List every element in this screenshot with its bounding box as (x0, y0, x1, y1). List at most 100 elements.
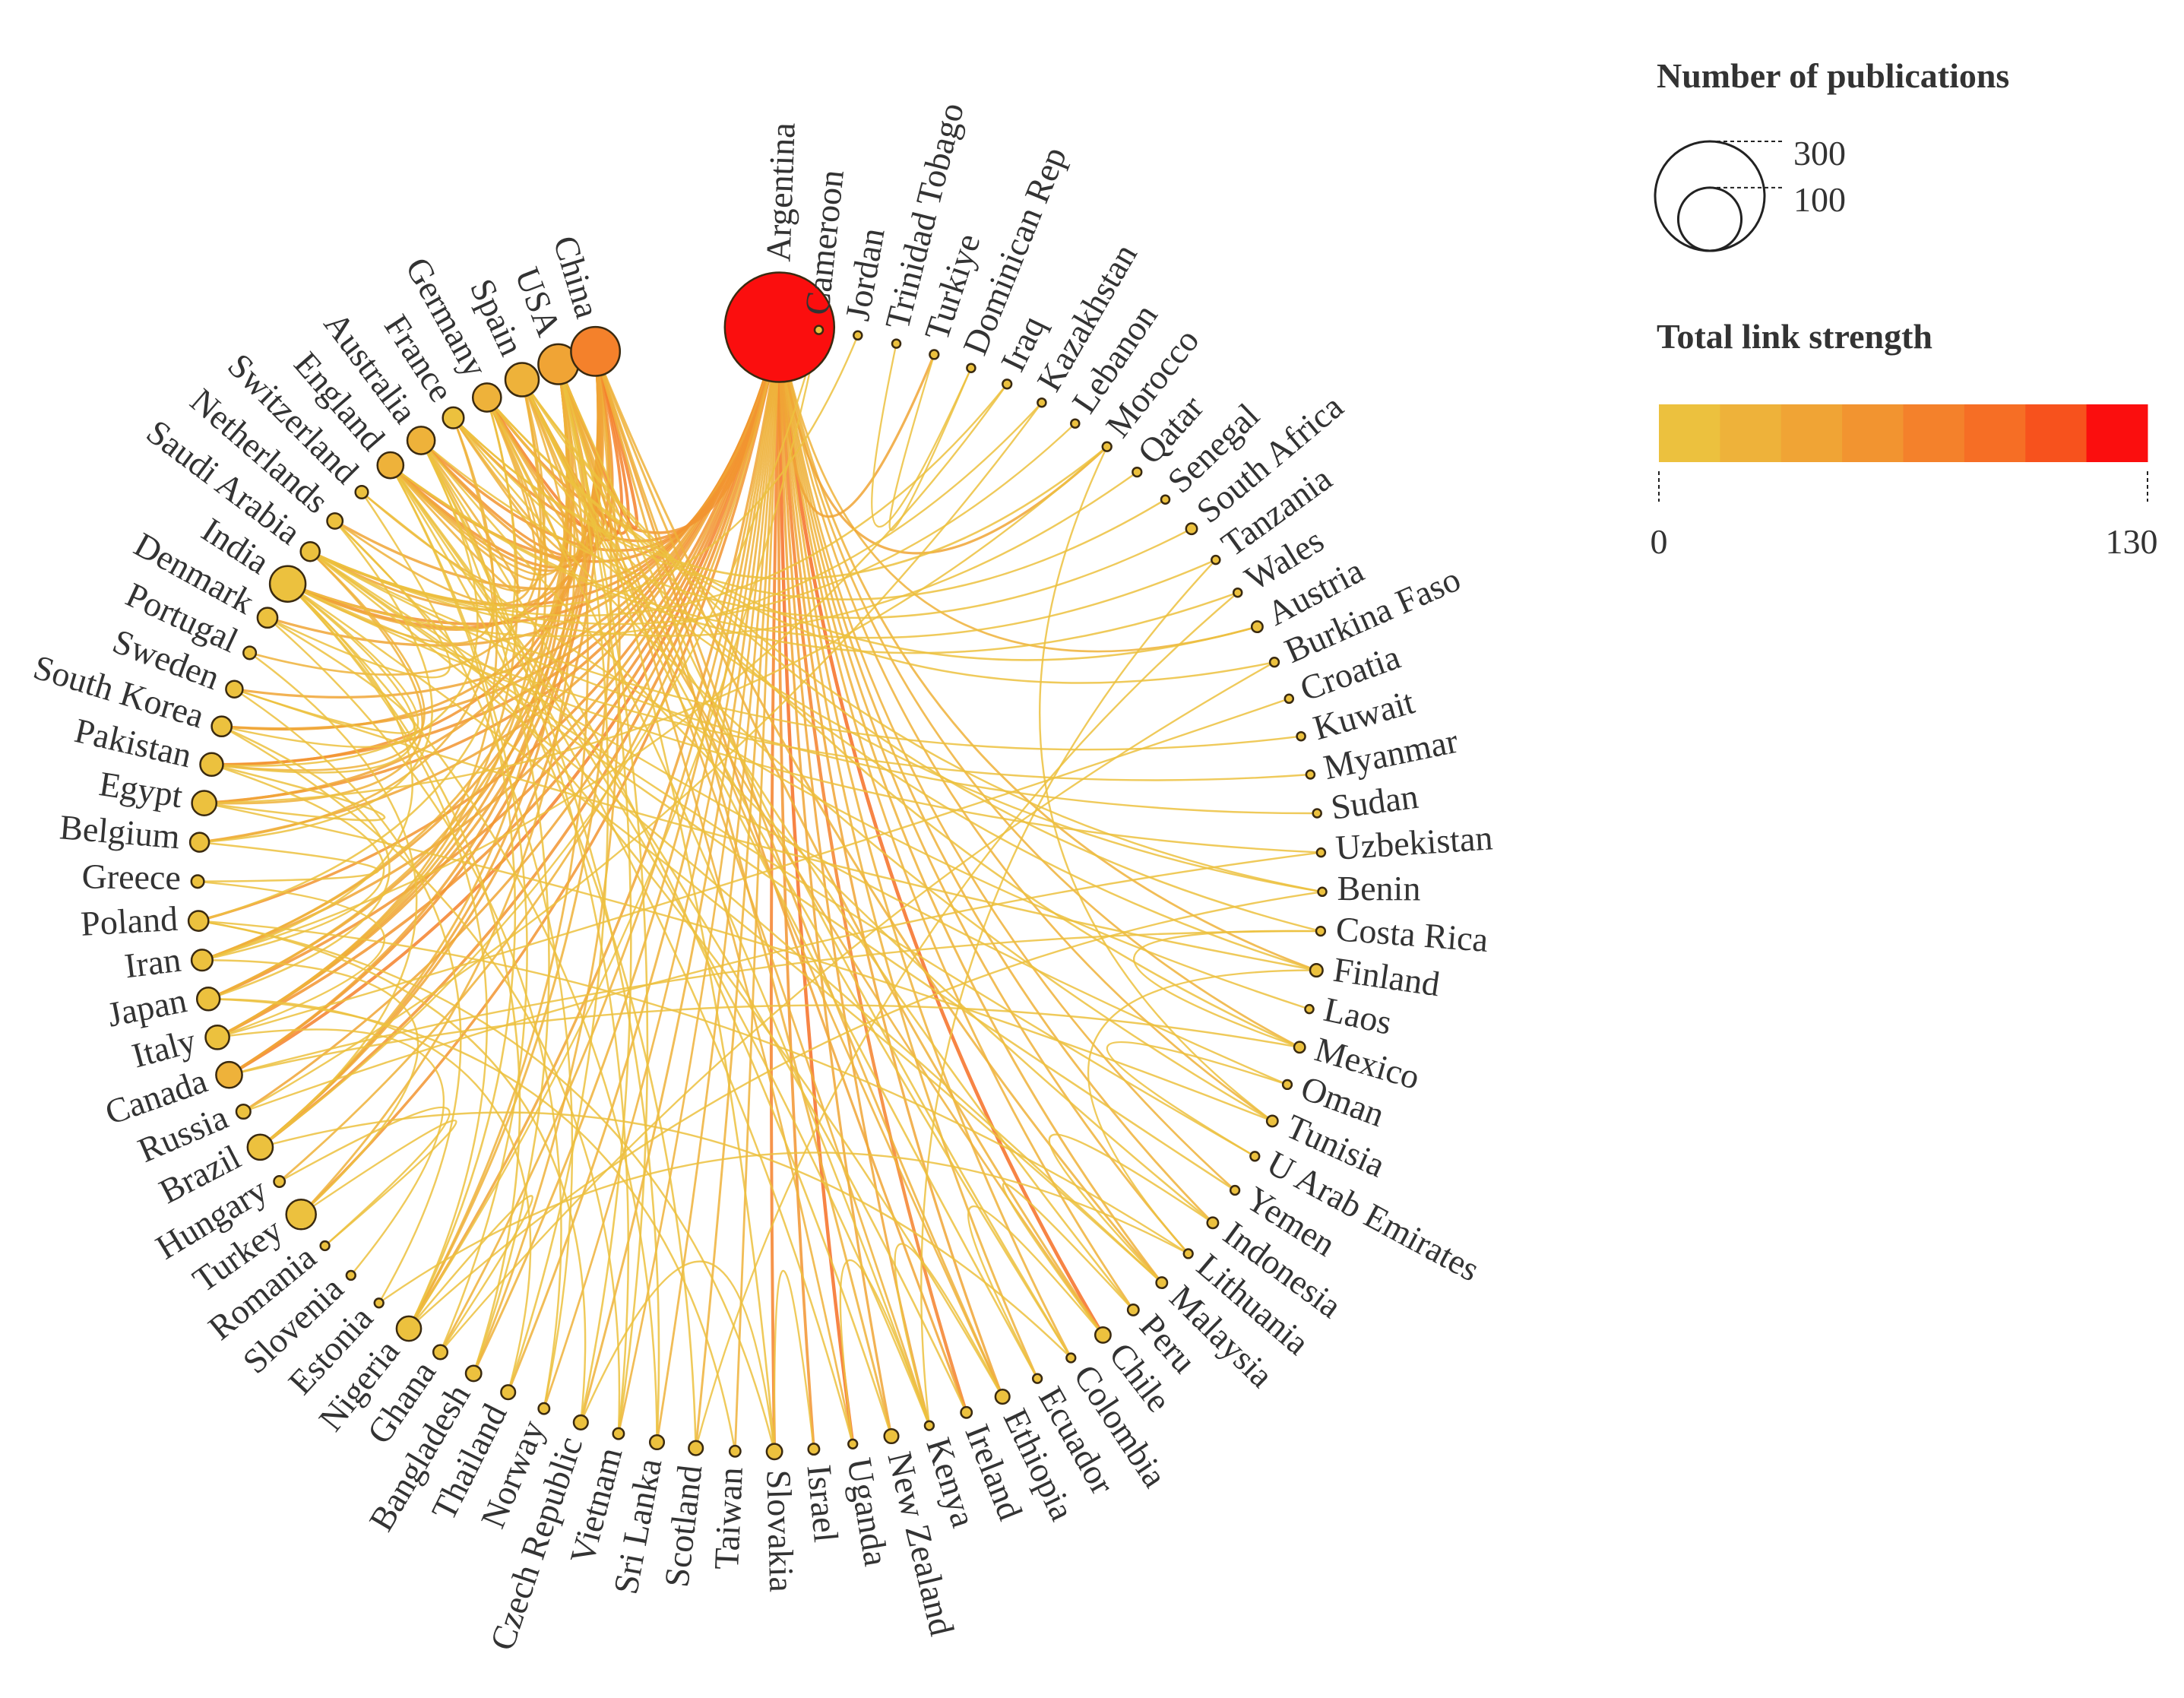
node-iran[interactable] (190, 949, 214, 972)
node-china[interactable] (570, 325, 622, 377)
node-bangladesh[interactable] (464, 1364, 483, 1383)
node-iraq[interactable] (1002, 379, 1013, 390)
node-thailand[interactable] (500, 1384, 517, 1401)
node-yemen[interactable] (1229, 1184, 1241, 1196)
link-spain-ecuador (521, 379, 1039, 1380)
node-tanzania[interactable] (1211, 554, 1221, 565)
node-greece[interactable] (190, 874, 205, 889)
node-saudi-arabia[interactable] (299, 540, 321, 562)
node-costa-rica[interactable] (1315, 925, 1327, 937)
link-germany-kenya (486, 397, 931, 1427)
node-kazakhstan[interactable] (1037, 397, 1047, 408)
link-belgium-greece (198, 841, 379, 883)
node-slovakia[interactable] (765, 1443, 783, 1461)
node-ghana[interactable] (432, 1344, 449, 1361)
node-indonesia[interactable] (1206, 1216, 1220, 1230)
node-south-africa[interactable] (1185, 522, 1198, 536)
node-new-zealand[interactable] (883, 1427, 900, 1445)
node-benin[interactable] (1317, 886, 1328, 898)
link-turkey-iran (201, 958, 419, 1215)
node-italy[interactable] (204, 1024, 230, 1050)
node-turkiye[interactable] (929, 349, 940, 360)
node-sweden[interactable] (225, 680, 244, 699)
node-mexico[interactable] (1293, 1041, 1306, 1054)
node-lithuania[interactable] (1182, 1248, 1194, 1259)
color-legend-step (2025, 404, 2087, 462)
node-england[interactable] (376, 451, 405, 480)
node-belgium[interactable] (188, 832, 210, 853)
link-czech-republic-slovakia (580, 1260, 776, 1452)
node-pakistan[interactable] (199, 752, 224, 778)
node-spain[interactable] (504, 362, 540, 398)
node-cameroon[interactable] (813, 325, 825, 335)
node-nigeria[interactable] (395, 1315, 423, 1342)
node-dominican-rep[interactable] (966, 363, 976, 373)
node-jordan[interactable] (853, 330, 863, 341)
node-lebanon[interactable] (1070, 418, 1081, 429)
node-denmark[interactable] (256, 607, 279, 629)
node-sudan[interactable] (1312, 808, 1322, 819)
node-u-arab-emirates[interactable] (1249, 1151, 1261, 1162)
node-malaysia[interactable] (1155, 1276, 1169, 1290)
node-ecuador[interactable] (1031, 1373, 1043, 1384)
node-austria[interactable] (1250, 620, 1264, 634)
node-laos[interactable] (1304, 1003, 1315, 1015)
node-peru[interactable] (1126, 1303, 1140, 1316)
node-kenya[interactable] (923, 1420, 935, 1431)
node-colombia[interactable] (1065, 1352, 1077, 1364)
link-uganda-kenya (839, 1259, 931, 1444)
node-burkina-faso[interactable] (1268, 657, 1280, 668)
node-uzbekistan[interactable] (1315, 847, 1327, 858)
link-argentina-austria (778, 327, 1258, 653)
node-finland[interactable] (1309, 963, 1324, 978)
node-scotland[interactable] (688, 1440, 704, 1456)
node-israel[interactable] (807, 1443, 821, 1456)
node-morocco[interactable] (1101, 441, 1113, 452)
node-france[interactable] (442, 406, 465, 429)
link-indonesia-malaysia (1048, 1133, 1214, 1284)
link-argentina-lithuania (778, 327, 1189, 1255)
node-switzerland[interactable] (354, 484, 369, 500)
node-india[interactable] (268, 565, 307, 603)
node-tunisia[interactable] (1265, 1114, 1279, 1128)
node-south-korea[interactable] (210, 715, 233, 738)
node-brazil[interactable] (246, 1133, 274, 1161)
node-uganda[interactable] (847, 1438, 859, 1449)
node-oman[interactable] (1281, 1079, 1293, 1091)
node-vietnam[interactable] (612, 1427, 625, 1440)
node-taiwan[interactable] (728, 1444, 742, 1458)
node-croatia[interactable] (1283, 693, 1295, 705)
node-senegal[interactable] (1160, 494, 1171, 505)
link-trinidad-tobago-dominican-rep (871, 343, 972, 527)
node-trinidad-tobago[interactable] (891, 338, 902, 349)
node-canada[interactable] (215, 1060, 243, 1089)
node-qatar[interactable] (1132, 466, 1143, 478)
node-germany[interactable] (471, 382, 502, 413)
node-australia[interactable] (406, 426, 436, 455)
node-netherlands[interactable] (326, 512, 344, 530)
node-chile[interactable] (1094, 1326, 1112, 1344)
node-egypt[interactable] (191, 790, 218, 816)
link-saudi-arabia-iraq (309, 383, 1008, 617)
node-wales[interactable] (1232, 587, 1243, 598)
node-ireland[interactable] (960, 1405, 973, 1419)
node-japan[interactable] (195, 987, 221, 1012)
node-poland[interactable] (187, 910, 210, 932)
node-ethiopia[interactable] (994, 1389, 1011, 1405)
link-england-uganda (389, 464, 854, 1445)
node-hungary[interactable] (273, 1175, 286, 1188)
node-sri-lanka[interactable] (648, 1433, 666, 1451)
node-myanmar[interactable] (1305, 769, 1316, 780)
node-slovenia[interactable] (345, 1269, 356, 1281)
node-kuwait[interactable] (1296, 730, 1306, 742)
link-argentina-taiwan (733, 327, 781, 1452)
node-norway[interactable] (537, 1402, 551, 1415)
node-romania[interactable] (319, 1240, 331, 1252)
node-turkey[interactable] (285, 1199, 317, 1231)
node-russia[interactable] (235, 1103, 252, 1120)
node-estonia[interactable] (373, 1297, 385, 1309)
node-portugal[interactable] (242, 645, 258, 661)
link-australia-england (389, 439, 521, 594)
node-argentina[interactable] (723, 271, 836, 383)
node-czech-republic[interactable] (572, 1414, 589, 1430)
